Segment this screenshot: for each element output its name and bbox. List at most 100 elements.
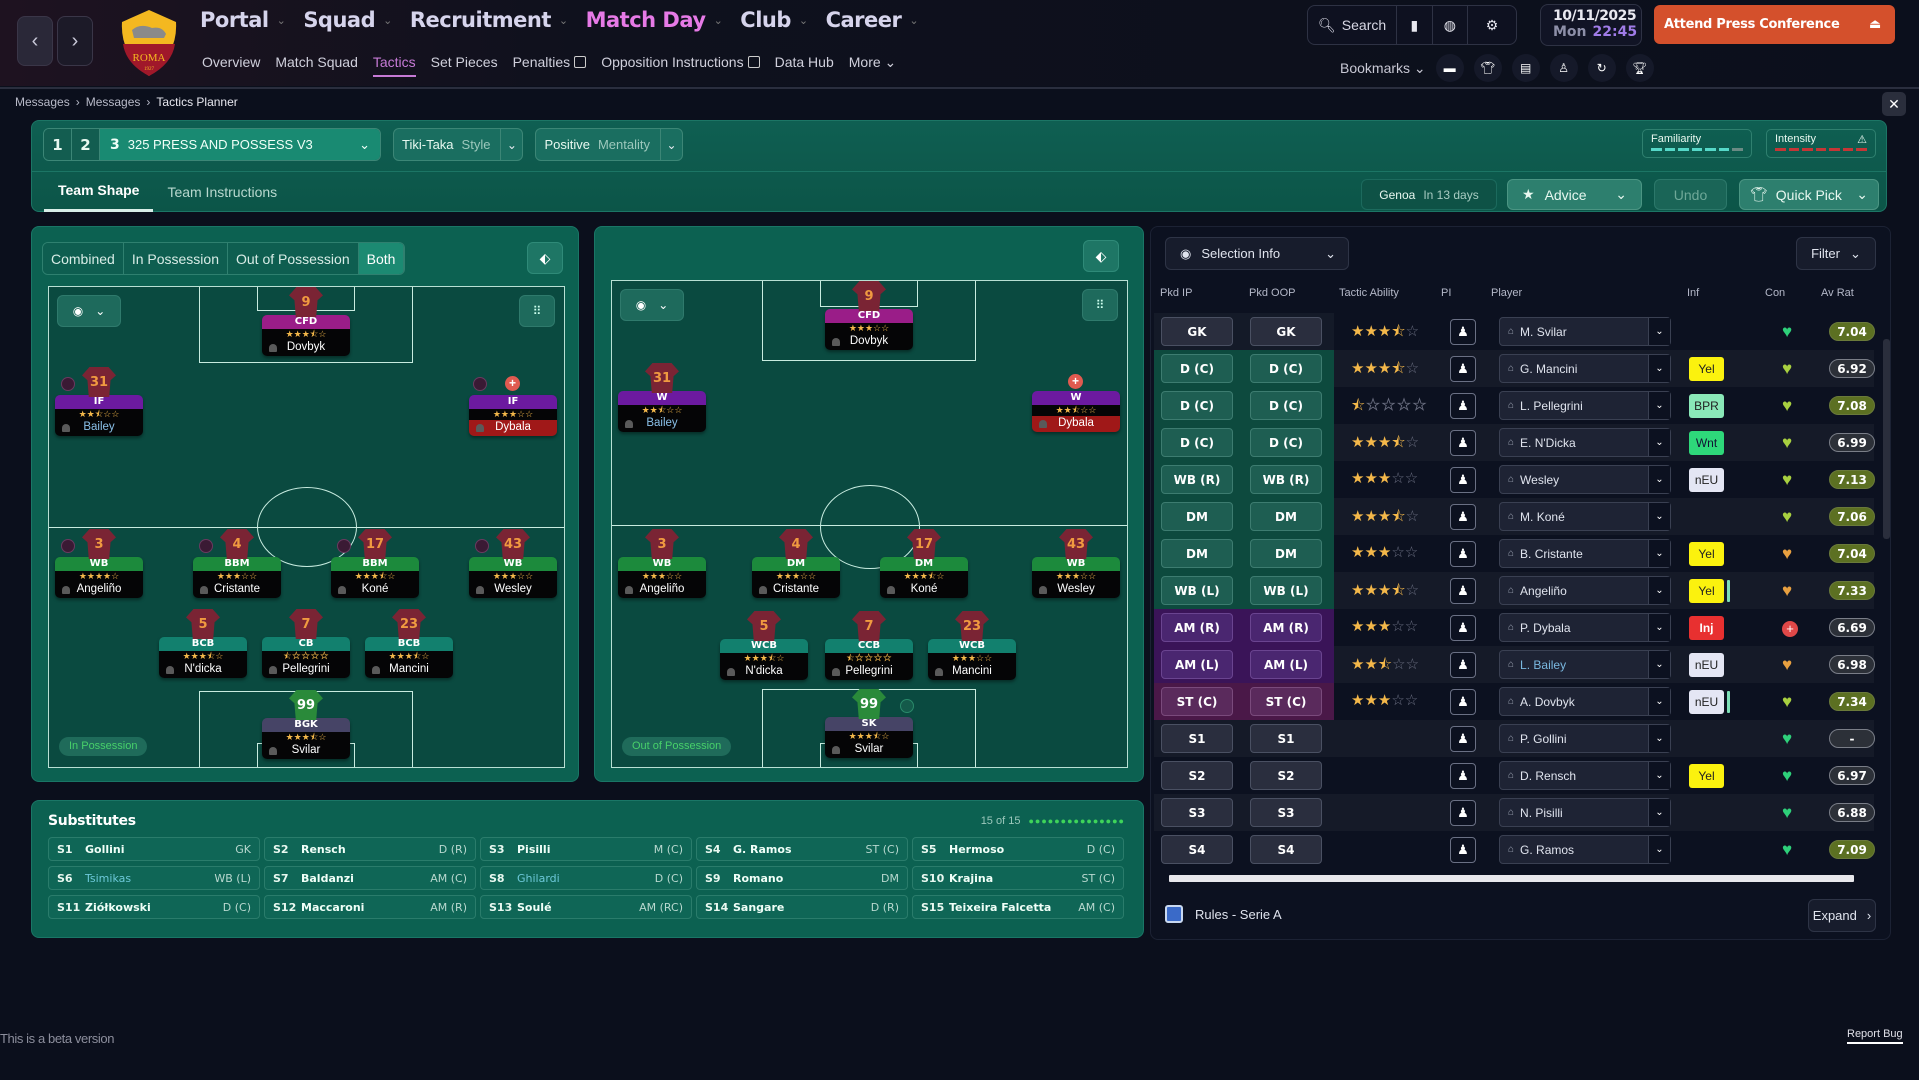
- player-select-dropdown[interactable]: ⌂ E. N'Dicka ⌄: [1499, 428, 1671, 457]
- staff-icon[interactable]: ♙: [1549, 54, 1578, 82]
- tab-team-instructions[interactable]: Team Instructions: [167, 183, 278, 200]
- substitute-slot[interactable]: S9 Romano DM: [696, 866, 908, 890]
- picked-oop-position[interactable]: D (C): [1250, 354, 1322, 383]
- table-row[interactable]: AM (L) AM (L) ★★⯪☆☆ ♟ ⌂ L. Bailey ⌄ nEU ♥ 6.98: [1154, 646, 1875, 683]
- table-row[interactable]: DM DM ★★★☆☆ ♟ ⌂ B. Cristante ⌄ Yel ♥ 7.04: [1154, 535, 1875, 572]
- info-badge[interactable]: Wnt: [1689, 431, 1724, 455]
- subnav-match-squad[interactable]: Match Squad: [275, 54, 358, 70]
- breadcrumb-item[interactable]: Messages: [15, 95, 70, 109]
- player-instructions-button[interactable]: ♟: [1450, 615, 1476, 641]
- next-match-info[interactable]: Genoa In 13 days: [1361, 179, 1497, 210]
- picked-ip-position[interactable]: ST (C): [1161, 687, 1233, 716]
- picked-ip-position[interactable]: D (C): [1161, 354, 1233, 383]
- player-card[interactable]: 7 CB ⯪☆☆☆☆ Pellegrini: [262, 609, 350, 678]
- info-badge[interactable]: nEU: [1689, 468, 1724, 492]
- familiarity-meter[interactable]: Familiarity: [1642, 129, 1752, 158]
- settings-button[interactable]: ⚙: [1468, 6, 1516, 44]
- picked-oop-position[interactable]: ST (C): [1250, 687, 1322, 716]
- view-tab-both[interactable]: Both: [358, 243, 405, 274]
- globe-button[interactable]: ◍: [1433, 6, 1469, 44]
- player-card[interactable]: 31 W ★★⯪☆☆ Bailey: [618, 363, 706, 432]
- player-instructions-button[interactable]: ♟: [1450, 393, 1476, 419]
- player-select-dropdown[interactable]: ⌂ M. Koné ⌄: [1499, 502, 1671, 531]
- player-select-dropdown[interactable]: ⌂ L. Bailey ⌄: [1499, 650, 1671, 679]
- player-select-dropdown[interactable]: ⌂ P. Dybala ⌄: [1499, 613, 1671, 642]
- picked-oop-position[interactable]: S4: [1250, 835, 1322, 864]
- table-row[interactable]: S3 S3 ♟ ⌂ N. Pisilli ⌄ ♥ 6.88: [1154, 794, 1875, 831]
- substitute-slot[interactable]: S8 Ghilardi D (C): [480, 866, 692, 890]
- player-instructions-button[interactable]: ♟: [1450, 689, 1476, 715]
- player-select-dropdown[interactable]: ⌂ Angeliño ⌄: [1499, 576, 1671, 605]
- player-select-dropdown[interactable]: ⌂ M. Svilar ⌄: [1499, 317, 1671, 346]
- player-instructions-button[interactable]: ♟: [1450, 726, 1476, 752]
- bookmark-button[interactable]: ▮: [1397, 6, 1433, 44]
- player-instructions-button[interactable]: ♟: [1450, 356, 1476, 382]
- player-card[interactable]: 5 BCB ★★★⯪☆ N'dicka: [159, 609, 247, 678]
- tactic-slot-3-dropdown[interactable]: 3 325 PRESS AND POSSESS V3 ⌄: [100, 129, 380, 160]
- back-button[interactable]: ‹: [17, 16, 53, 66]
- substitute-slot[interactable]: S13 Soulé AM (RC): [480, 895, 692, 919]
- substitute-slot[interactable]: S3 Pisilli M (C): [480, 837, 692, 861]
- picked-oop-position[interactable]: DM: [1250, 502, 1322, 531]
- player-card[interactable]: 23 WCB ★★★☆☆ Mancini: [928, 611, 1016, 680]
- refresh-icon[interactable]: ↻: [1587, 54, 1616, 82]
- subnav-tactics[interactable]: Tactics: [372, 54, 416, 77]
- advice-dropdown[interactable]: ★ Advice ⌄: [1507, 179, 1642, 210]
- attend-press-conference-button[interactable]: Attend Press Conference ⏏: [1654, 5, 1895, 44]
- substitute-slot[interactable]: S10 Krajina ST (C): [912, 866, 1124, 890]
- player-instructions-button[interactable]: ♟: [1450, 763, 1476, 789]
- table-row[interactable]: S2 S2 ♟ ⌂ D. Rensch ⌄ Yel ♥ 6.97: [1154, 757, 1875, 794]
- picked-ip-position[interactable]: DM: [1161, 539, 1233, 568]
- picked-ip-position[interactable]: DM: [1161, 502, 1233, 531]
- column-header[interactable]: Pkd IP: [1160, 287, 1193, 299]
- player-card[interactable]: W ★★⯪☆☆ Dybala: [1032, 363, 1120, 432]
- substitute-slot[interactable]: S7 Baldanzi AM (C): [264, 866, 476, 890]
- visibility-dropdown[interactable]: ◉ ⌄: [57, 295, 121, 327]
- substitute-slot[interactable]: S15 Teixeira Falcetta AM (C): [912, 895, 1124, 919]
- player-select-dropdown[interactable]: ⌂ D. Rensch ⌄: [1499, 761, 1671, 790]
- column-header[interactable]: Av Rat: [1821, 287, 1854, 299]
- picked-oop-position[interactable]: AM (L): [1250, 650, 1322, 679]
- view-tab-combined[interactable]: Combined: [43, 243, 124, 274]
- player-card[interactable]: 9 CFD ★★★⯪☆ Dovbyk: [262, 287, 350, 356]
- player-card[interactable]: 17 BBM ★★★⯪☆ Koné: [331, 529, 419, 598]
- tactic-slot-2[interactable]: 2: [72, 129, 100, 160]
- player-instructions-button[interactable]: ♟: [1450, 837, 1476, 863]
- info-badge[interactable]: Inj: [1689, 616, 1724, 640]
- filter-dropdown[interactable]: Filter ⌄: [1796, 237, 1876, 270]
- selection-info-dropdown[interactable]: ◉ Selection Info ⌄: [1165, 237, 1349, 270]
- chat-icon[interactable]: ▬: [1435, 54, 1464, 82]
- picked-oop-position[interactable]: GK: [1250, 317, 1322, 346]
- column-header[interactable]: Tactic Ability: [1339, 287, 1399, 299]
- player-select-dropdown[interactable]: ⌂ G. Mancini ⌄: [1499, 354, 1671, 383]
- picked-ip-position[interactable]: WB (R): [1161, 465, 1233, 494]
- table-row[interactable]: WB (R) WB (R) ★★★☆☆ ♟ ⌂ Wesley ⌄ nEU ♥ 7.13: [1154, 461, 1875, 498]
- nav-portal[interactable]: Portal ⌄: [200, 8, 286, 32]
- player-card[interactable]: 23 BCB ★★★⯪☆ Mancini: [365, 609, 453, 678]
- player-instructions-button[interactable]: ♟: [1450, 578, 1476, 604]
- nav-career[interactable]: Career ⌄: [826, 8, 919, 32]
- nav-squad[interactable]: Squad ⌄: [303, 8, 392, 32]
- style-dropdown[interactable]: Tiki-Taka Style ⌄: [393, 128, 524, 161]
- breadcrumb-item[interactable]: Messages: [85, 95, 141, 109]
- picked-ip-position[interactable]: S1: [1161, 724, 1233, 753]
- player-instructions-button[interactable]: ♟: [1450, 319, 1476, 345]
- substitute-slot[interactable]: S14 Sangare D (R): [696, 895, 908, 919]
- table-row[interactable]: D (C) D (C) ★★★⯪☆ ♟ ⌂ G. Mancini ⌄ Yel ♥ 6.92: [1154, 350, 1875, 387]
- forward-button[interactable]: ›: [57, 16, 93, 66]
- table-row[interactable]: D (C) D (C) ⯪☆☆☆☆ ♟ ⌂ L. Pellegrini ⌄ BPR ♥ 7.08: [1154, 387, 1875, 424]
- quick-pick-dropdown[interactable]: 👕︎ Quick Pick ⌄: [1739, 179, 1879, 210]
- info-badge[interactable]: Yel: [1689, 357, 1724, 381]
- table-row[interactable]: GK GK ★★★⯪☆ ♟ ⌂ M. Svilar ⌄ ♥ 7.04: [1154, 313, 1875, 350]
- bookmarks-dropdown[interactable]: Bookmarks ⌄: [1340, 60, 1426, 77]
- picked-oop-position[interactable]: WB (R): [1250, 465, 1322, 494]
- substitute-slot[interactable]: S12 Maccaroni AM (R): [264, 895, 476, 919]
- picked-ip-position[interactable]: S3: [1161, 798, 1233, 827]
- table-row[interactable]: ST (C) ST (C) ★★★☆☆ ♟ ⌂ A. Dovbyk ⌄ nEU ♥ 7.34: [1154, 683, 1875, 720]
- player-card[interactable]: 43 WB ★★★☆☆ Wesley: [469, 529, 557, 598]
- picked-oop-position[interactable]: DM: [1250, 539, 1322, 568]
- info-badge[interactable]: Yel: [1689, 579, 1724, 603]
- competition-rules-link[interactable]: Rules - Serie A: [1165, 905, 1282, 923]
- player-instructions-button[interactable]: ♟: [1450, 541, 1476, 567]
- tab-team-shape[interactable]: Team Shape: [44, 171, 154, 212]
